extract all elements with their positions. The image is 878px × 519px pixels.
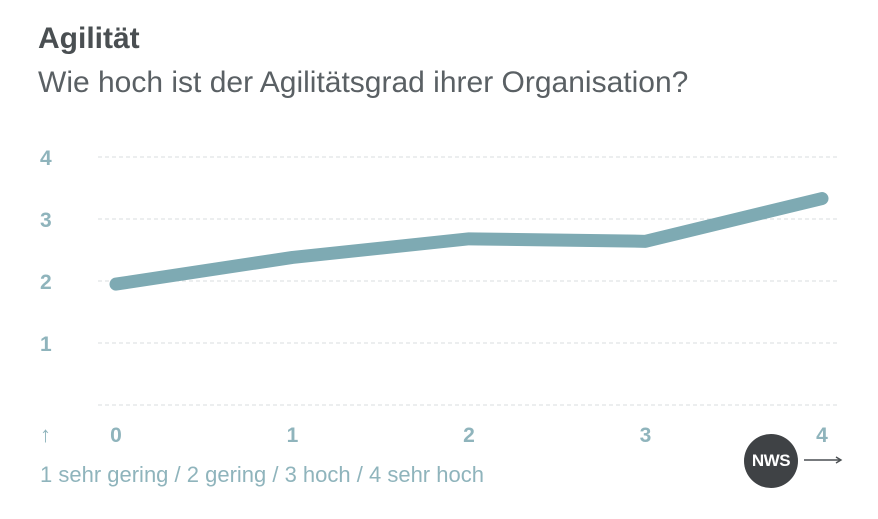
x-tick-label: 4 [816,424,828,447]
y-tick-label: 2 [40,271,52,294]
series-line [109,192,829,291]
y-tick-label: 1 [40,333,52,356]
nws-logo: NWS [744,434,798,488]
x-tick-label: 1 [287,424,299,447]
chart-subtitle: Wie hoch ist der Agilitätsgrad ihrer Org… [38,66,689,99]
chart-title: Agilität [38,22,140,55]
scale-footnote: 1 sehr gering / 2 gering / 3 hoch / 4 se… [40,462,484,487]
right-arrow-icon [804,456,843,464]
x-tick-label: 2 [463,424,475,447]
x-tick-label: 3 [640,424,652,447]
y-tick-label: 3 [40,209,52,232]
up-arrow-icon: ↑ [40,422,51,447]
x-tick-label: 0 [110,424,122,447]
y-tick-label: 4 [40,147,52,170]
